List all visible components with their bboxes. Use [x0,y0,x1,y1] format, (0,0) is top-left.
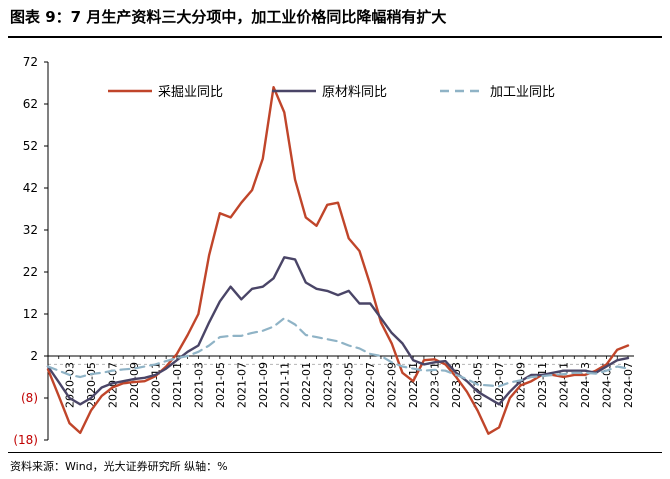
x-tick-label: 2020-11 [149,362,162,408]
y-tick-label: 12 [23,307,38,321]
x-tick-label: 2023-11 [536,362,549,408]
footer-rule [8,452,662,453]
source-note: 资料来源：Wind，光大证券研究所 纵轴：% [10,458,228,474]
x-tick-label: 2021-05 [214,362,227,408]
y-tick-label: 72 [23,55,38,69]
x-tick-label: 2021-09 [257,362,270,408]
x-tick-label: 2022-05 [343,362,356,408]
x-tick-label: 2021-07 [235,362,248,408]
x-tick-label: 2022-03 [321,362,334,408]
x-tick-label: 2021-11 [278,362,291,408]
legend-label-0: 采掘业同比 [158,85,223,100]
y-tick-label: (18) [13,433,38,447]
y-tick-label: (8) [21,391,38,405]
y-tick-label: 62 [23,97,38,111]
legend: 采掘业同比 原材料同比 加工业同比 [108,85,555,100]
x-tick-label: 2022-09 [386,362,399,408]
y-tick-label: 22 [23,265,38,279]
y-tick-label: 52 [23,139,38,153]
x-tick-label: 2022-07 [364,362,377,408]
x-tick-label: 2022-01 [300,362,313,408]
x-tick-label: 2021-03 [192,362,205,408]
legend-label-2: 加工业同比 [490,85,555,100]
x-tick-label: 2021-01 [171,362,184,408]
y-tick-label: 32 [23,223,38,237]
y-tick-label: 42 [23,181,38,195]
x-tick-label: 2024-03 [579,362,592,408]
x-tick-label: 2024-01 [558,362,571,408]
y-tick-label: 2 [30,349,38,363]
legend-label-1: 原材料同比 [322,85,387,100]
